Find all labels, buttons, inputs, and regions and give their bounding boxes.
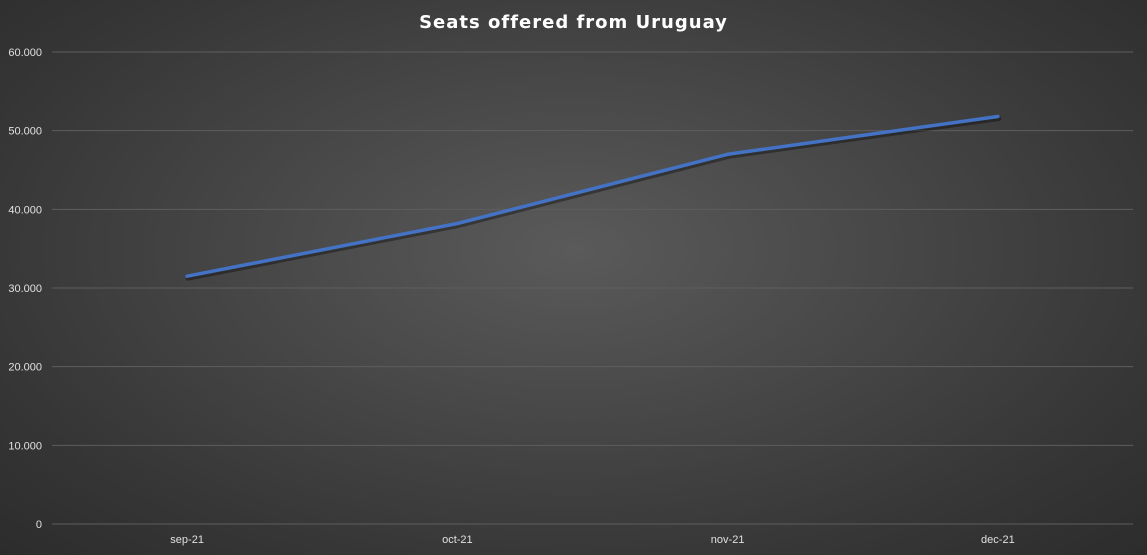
y-tick-label: 40.000 — [8, 204, 42, 216]
series-line — [185, 114, 1000, 278]
y-tick-label: 10.000 — [8, 440, 42, 452]
x-tick-label: dec-21 — [981, 534, 1015, 546]
x-tick-label: oct-21 — [442, 534, 473, 546]
y-tick-label: 50.000 — [8, 126, 42, 138]
x-tick-label: nov-21 — [711, 534, 745, 546]
data-point — [455, 221, 459, 225]
y-tick-label: 20.000 — [8, 362, 42, 374]
chart-title: Seats offered from Uruguay — [419, 12, 728, 33]
series-line-shadow — [185, 116, 1002, 281]
x-tick-label: sep-21 — [170, 534, 204, 546]
y-tick-label: 0 — [36, 519, 42, 531]
y-tick-label: 30.000 — [8, 283, 42, 295]
data-point — [185, 274, 189, 278]
data-point — [996, 115, 1000, 119]
data-point — [726, 152, 730, 156]
y-tick-label: 60.000 — [8, 47, 42, 59]
